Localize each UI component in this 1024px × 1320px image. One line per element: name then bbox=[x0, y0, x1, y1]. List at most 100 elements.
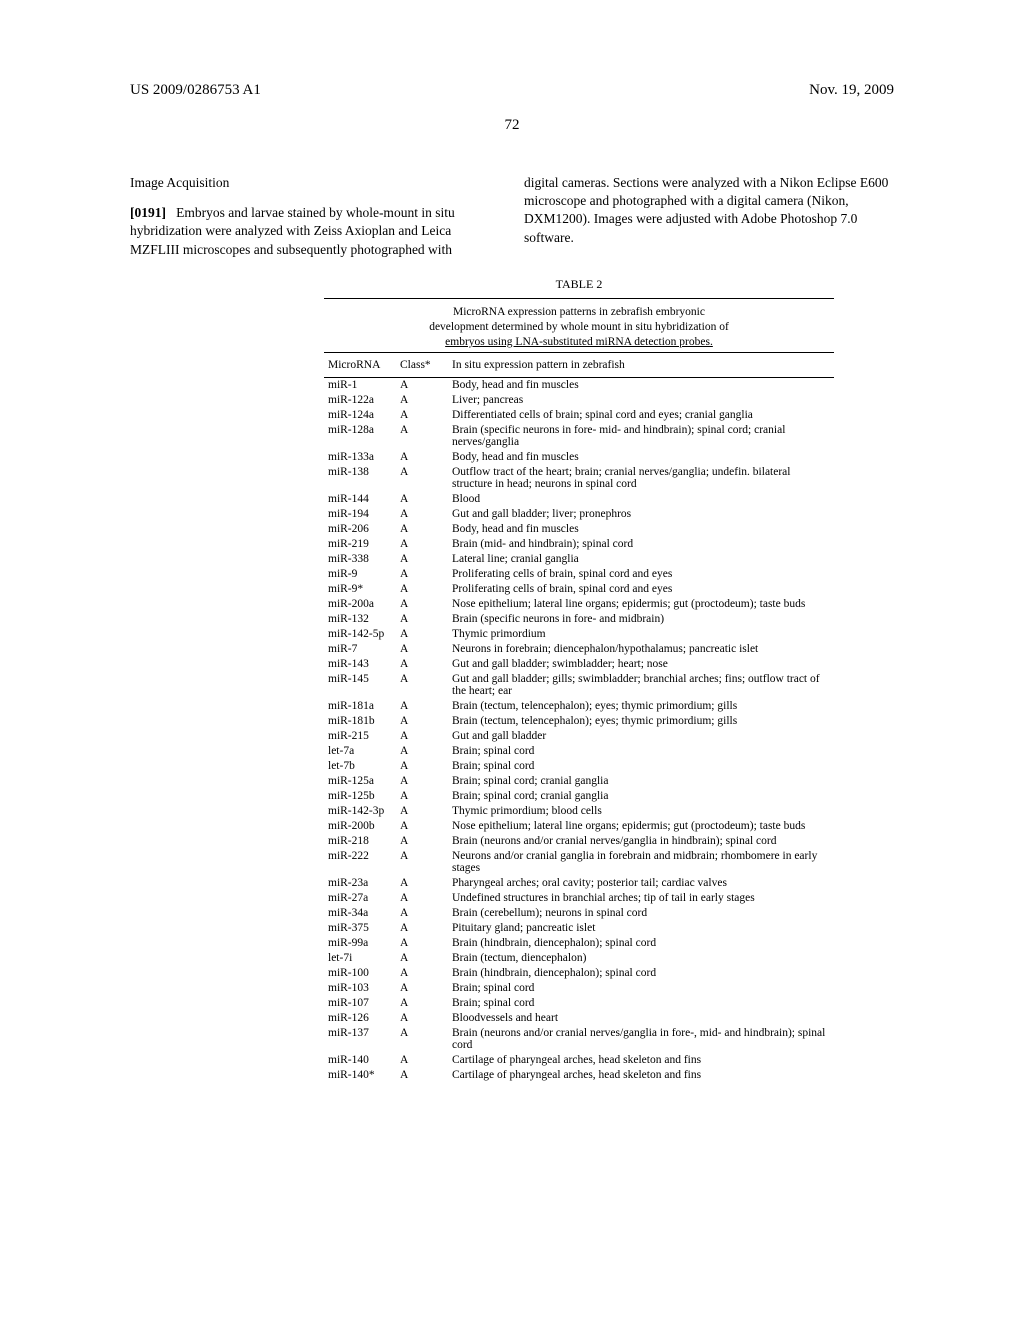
cell-microrna: miR-125b bbox=[324, 789, 396, 804]
table-row: miR-128aABrain (specific neurons in fore… bbox=[324, 423, 834, 450]
caption-line-2: development determined by whole mount in… bbox=[429, 321, 729, 333]
table-row: miR-34aABrain (cerebellum); neurons in s… bbox=[324, 906, 834, 921]
header-left: US 2009/0286753 A1 bbox=[130, 82, 261, 99]
cell-microrna: miR-218 bbox=[324, 834, 396, 849]
cell-pattern: Cartilage of pharyngeal arches, head ske… bbox=[448, 1053, 834, 1068]
cell-class: A bbox=[396, 906, 448, 921]
cell-microrna: miR-143 bbox=[324, 657, 396, 672]
table-row: miR-7ANeurons in forebrain; diencephalon… bbox=[324, 642, 834, 657]
cell-class: A bbox=[396, 714, 448, 729]
cell-microrna: miR-142-5p bbox=[324, 627, 396, 642]
cell-class: A bbox=[396, 465, 448, 492]
cell-pattern: Nose epithelium; lateral line organs; ep… bbox=[448, 819, 834, 834]
table-row: miR-219ABrain (mid- and hindbrain); spin… bbox=[324, 537, 834, 552]
cell-class: A bbox=[396, 936, 448, 951]
cell-microrna: miR-181b bbox=[324, 714, 396, 729]
cell-pattern: Brain; spinal cord bbox=[448, 759, 834, 774]
left-paragraph-text: Embryos and larvae stained by whole-moun… bbox=[130, 205, 455, 256]
cell-pattern: Outflow tract of the heart; brain; crani… bbox=[448, 465, 834, 492]
cell-class: A bbox=[396, 393, 448, 408]
cell-microrna: miR-138 bbox=[324, 465, 396, 492]
cell-microrna: miR-126 bbox=[324, 1011, 396, 1026]
cell-class: A bbox=[396, 981, 448, 996]
section-heading: Image Acquisition bbox=[130, 174, 500, 192]
cell-pattern: Brain (hindbrain, diencephalon); spinal … bbox=[448, 936, 834, 951]
cell-class: A bbox=[396, 1026, 448, 1053]
cell-class: A bbox=[396, 774, 448, 789]
cell-class: A bbox=[396, 699, 448, 714]
table-row: miR-142-3pAThymic primordium; blood cell… bbox=[324, 804, 834, 819]
cell-microrna: miR-7 bbox=[324, 642, 396, 657]
table-row: miR-100ABrain (hindbrain, diencephalon);… bbox=[324, 966, 834, 981]
table-row: miR-9*AProliferating cells of brain, spi… bbox=[324, 582, 834, 597]
cell-class: A bbox=[396, 377, 448, 393]
cell-class: A bbox=[396, 891, 448, 906]
table-row: miR-137ABrain (neurons and/or cranial ne… bbox=[324, 1026, 834, 1053]
col-header-pattern: In situ expression pattern in zebrafish bbox=[448, 352, 834, 377]
table-row: miR-99aABrain (hindbrain, diencephalon);… bbox=[324, 936, 834, 951]
cell-pattern: Undefined structures in branchial arches… bbox=[448, 891, 834, 906]
cell-class: A bbox=[396, 1053, 448, 1068]
cell-pattern: Brain (specific neurons in fore- and mid… bbox=[448, 612, 834, 627]
table-row: miR-143AGut and gall bladder; swimbladde… bbox=[324, 657, 834, 672]
cell-class: A bbox=[396, 450, 448, 465]
cell-microrna: miR-181a bbox=[324, 699, 396, 714]
cell-pattern: Thymic primordium; blood cells bbox=[448, 804, 834, 819]
cell-pattern: Brain (cerebellum); neurons in spinal co… bbox=[448, 906, 834, 921]
cell-pattern: Proliferating cells of brain, spinal cor… bbox=[448, 567, 834, 582]
table-row: miR-222ANeurons and/or cranial ganglia i… bbox=[324, 849, 834, 876]
table-row: let-7aABrain; spinal cord bbox=[324, 744, 834, 759]
cell-microrna: miR-140 bbox=[324, 1053, 396, 1068]
cell-pattern: Cartilage of pharyngeal arches, head ske… bbox=[448, 1068, 834, 1083]
cell-microrna: miR-1 bbox=[324, 377, 396, 393]
caption-line-1: MicroRNA expression patterns in zebrafis… bbox=[453, 306, 705, 318]
cell-microrna: miR-122a bbox=[324, 393, 396, 408]
table-row: let-7bABrain; spinal cord bbox=[324, 759, 834, 774]
cell-pattern: Body, head and fin muscles bbox=[448, 450, 834, 465]
cell-pattern: Pharyngeal arches; oral cavity; posterio… bbox=[448, 876, 834, 891]
cell-pattern: Brain (tectum, telencephalon); eyes; thy… bbox=[448, 714, 834, 729]
cell-pattern: Gut and gall bladder; swimbladder; heart… bbox=[448, 657, 834, 672]
table-label: TABLE 2 bbox=[324, 277, 834, 292]
table-caption: MicroRNA expression patterns in zebrafis… bbox=[324, 298, 834, 352]
table-row: miR-103ABrain; spinal cord bbox=[324, 981, 834, 996]
table-row: miR-338ALateral line; cranial ganglia bbox=[324, 552, 834, 567]
cell-pattern: Gut and gall bladder; gills; swimbladder… bbox=[448, 672, 834, 699]
cell-microrna: miR-107 bbox=[324, 996, 396, 1011]
cell-microrna: miR-132 bbox=[324, 612, 396, 627]
cell-pattern: Brain; spinal cord; cranial ganglia bbox=[448, 789, 834, 804]
cell-class: A bbox=[396, 849, 448, 876]
table-row: miR-138AOutflow tract of the heart; brai… bbox=[324, 465, 834, 492]
table-row: miR-23aAPharyngeal arches; oral cavity; … bbox=[324, 876, 834, 891]
cell-class: A bbox=[396, 507, 448, 522]
cell-microrna: miR-194 bbox=[324, 507, 396, 522]
cell-microrna: miR-144 bbox=[324, 492, 396, 507]
page-number: 72 bbox=[130, 117, 894, 134]
table-row: miR-140*ACartilage of pharyngeal arches,… bbox=[324, 1068, 834, 1083]
table-row: miR-375APituitary gland; pancreatic isle… bbox=[324, 921, 834, 936]
cell-class: A bbox=[396, 729, 448, 744]
cell-class: A bbox=[396, 423, 448, 450]
cell-pattern: Brain; spinal cord bbox=[448, 996, 834, 1011]
table-row: miR-145AGut and gall bladder; gills; swi… bbox=[324, 672, 834, 699]
table-header-row: MicroRNA Class* In situ expression patte… bbox=[324, 352, 834, 377]
table-row: miR-107ABrain; spinal cord bbox=[324, 996, 834, 1011]
table-row: miR-181bABrain (tectum, telencephalon); … bbox=[324, 714, 834, 729]
cell-pattern: Nose epithelium; lateral line organs; ep… bbox=[448, 597, 834, 612]
cell-microrna: miR-375 bbox=[324, 921, 396, 936]
table-row: let-7iABrain (tectum, diencephalon) bbox=[324, 951, 834, 966]
cell-pattern: Body, head and fin muscles bbox=[448, 377, 834, 393]
table-row: miR-122aALiver; pancreas bbox=[324, 393, 834, 408]
table-row: miR-140ACartilage of pharyngeal arches, … bbox=[324, 1053, 834, 1068]
cell-class: A bbox=[396, 876, 448, 891]
table-row: miR-27aAUndefined structures in branchia… bbox=[324, 891, 834, 906]
table-row: miR-142-5pAThymic primordium bbox=[324, 627, 834, 642]
cell-pattern: Bloodvessels and heart bbox=[448, 1011, 834, 1026]
cell-class: A bbox=[396, 834, 448, 849]
caption-line-3: embryos using LNA-substituted miRNA dete… bbox=[445, 336, 713, 348]
cell-microrna: let-7i bbox=[324, 951, 396, 966]
cell-class: A bbox=[396, 627, 448, 642]
cell-pattern: Proliferating cells of brain, spinal cor… bbox=[448, 582, 834, 597]
cell-microrna: miR-142-3p bbox=[324, 804, 396, 819]
cell-pattern: Brain; spinal cord bbox=[448, 744, 834, 759]
